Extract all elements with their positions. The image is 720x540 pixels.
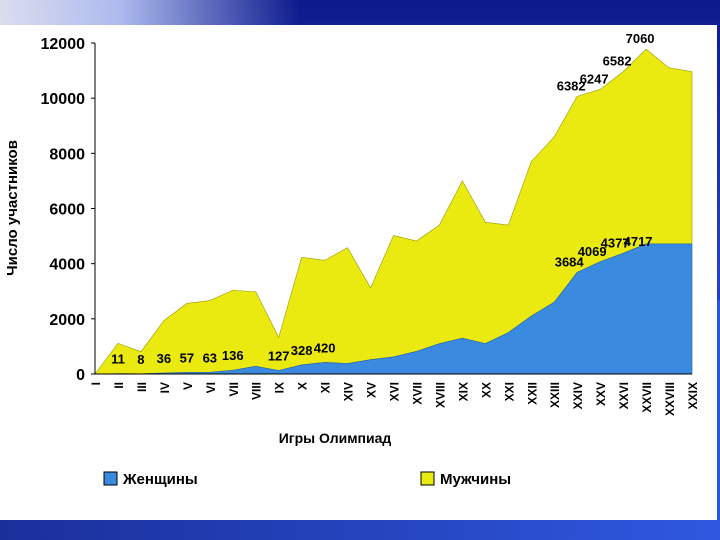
y-tick-label: 12000: [41, 36, 86, 53]
x-tick-label: XVI: [388, 382, 402, 401]
y-tick-label: 4000: [49, 257, 85, 274]
y-axis-label: Число участников: [4, 140, 21, 276]
bottom-bar: [0, 520, 720, 540]
y-tick-label: 10000: [41, 91, 86, 108]
data-label-men: 6582: [603, 54, 632, 69]
x-tick-label: XXI: [502, 382, 516, 401]
x-tick-label: XXIX: [686, 382, 700, 409]
x-tick-label: X: [296, 382, 310, 390]
legend-swatch-men: [420, 471, 435, 486]
x-tick-label: III: [135, 382, 149, 392]
chart-axes: [91, 42, 692, 375]
x-tick-label: XV: [365, 382, 379, 398]
data-label-women: 11: [111, 352, 125, 367]
x-tick-labels: I II III IV V VI VII VIII IX X XI XIV XV XVI XVII XVIII…: [89, 382, 700, 416]
x-tick-label: XXV: [594, 382, 608, 406]
chart-areas: [94, 48, 693, 375]
data-label-men: 7060: [626, 31, 655, 46]
x-tick-label: IX: [273, 382, 287, 393]
data-label-women: 328: [291, 343, 313, 358]
legend-label-men: Мужчины: [440, 471, 511, 488]
x-tick-label: XIV: [342, 382, 356, 401]
y-tick-label: 6000: [49, 202, 85, 219]
data-label-women: 8: [137, 352, 144, 367]
data-label-women: 63: [203, 350, 217, 365]
data-label-men: 6247: [580, 71, 609, 86]
x-tick-label: XVII: [410, 382, 424, 405]
x-tick-label: XXIII: [548, 382, 562, 408]
x-tick-label: VII: [227, 382, 241, 397]
y-tick-label: 2000: [49, 312, 85, 329]
y-tick-label: 0: [76, 367, 85, 384]
area-series-women: [94, 243, 693, 375]
data-label-women: 3684: [555, 254, 585, 269]
data-label-women: 4069: [578, 244, 607, 259]
x-axis-label: Игры Олимпиад: [279, 430, 392, 446]
x-tick-label: XX: [479, 382, 493, 398]
x-tick-label: XXVI: [617, 382, 631, 409]
data-label-women: 57: [180, 350, 194, 365]
x-tick-label: XXII: [525, 382, 539, 405]
legend-swatch-women: [103, 471, 118, 486]
x-tick-label: XXIV: [571, 382, 585, 409]
data-label-women: 127: [268, 348, 290, 363]
x-tick-label: I: [89, 382, 103, 385]
data-label-women: 4377: [601, 235, 630, 250]
data-label-men: 6382: [557, 78, 586, 93]
legend-label-women: Женщины: [122, 471, 198, 488]
legend: Женщины Мужчины: [103, 471, 511, 488]
y-tick-labels: 0 2000 4000 6000 8000 10000 12000: [41, 36, 86, 384]
x-tick-label: V: [181, 382, 195, 390]
data-label-women: 136: [222, 348, 244, 363]
data-label-women: 4717: [624, 234, 653, 249]
x-tick-label: XXVII: [640, 382, 654, 413]
x-tick-label: XI: [319, 382, 333, 393]
x-tick-label: VIII: [250, 382, 264, 400]
x-tick-label: XVIII: [433, 382, 447, 408]
x-tick-label: II: [112, 382, 126, 389]
y-tick-label: 8000: [49, 146, 85, 163]
x-tick-label: XXVIII: [663, 382, 677, 416]
data-label-women: 36: [157, 351, 171, 366]
x-tick-label: VI: [204, 382, 218, 393]
data-label-women: 420: [314, 340, 336, 355]
x-tick-label: XIX: [456, 382, 470, 401]
x-tick-label: IV: [158, 382, 172, 393]
